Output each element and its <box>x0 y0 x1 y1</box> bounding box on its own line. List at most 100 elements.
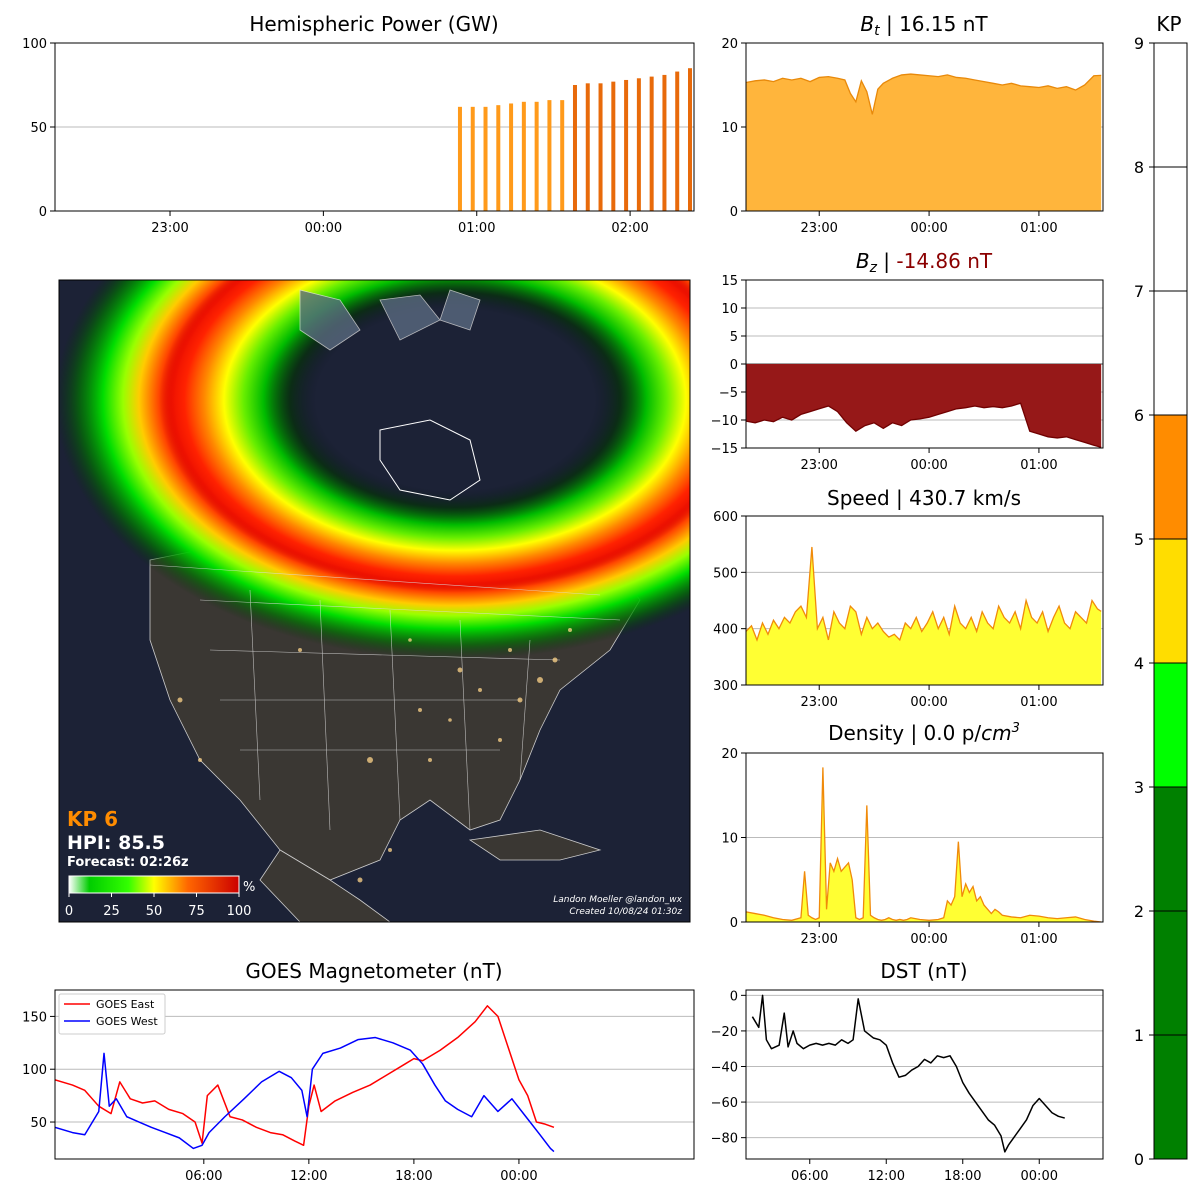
y-tick-label: 400 <box>713 623 738 638</box>
speed-frame <box>745 515 1104 686</box>
density-title-exponent: 3 <box>1012 721 1020 736</box>
y-tick-label: 15 <box>721 274 738 289</box>
kp-band <box>1154 787 1187 1159</box>
y-tick-label: 50 <box>30 121 47 136</box>
sp-area-fill <box>746 546 1102 685</box>
x-tick-label: 00:00 <box>910 932 947 947</box>
hp-bar <box>675 71 680 211</box>
colorbar-tick-label: 100 <box>227 904 252 919</box>
go-series-line-0 <box>55 1005 555 1147</box>
kp-tick-label: 2 <box>1134 902 1144 921</box>
hemispheric-power-panel: Hemispheric Power (GW) 0 50 100 23:00 00:00… <box>22 12 695 236</box>
hp-bar <box>688 68 692 211</box>
x-tick-label: 06:00 <box>791 1169 828 1184</box>
density-x-ticks: 23:00 00:00 01:00 <box>800 922 1058 947</box>
kp-tick-label: 4 <box>1134 654 1144 673</box>
map-frame <box>58 279 691 923</box>
kp-tick-label: 5 <box>1134 530 1144 549</box>
hemispheric-power-y-ticks: 0 50 100 <box>22 37 55 220</box>
goes-frame <box>54 989 695 1160</box>
x-tick-label: 00:00 <box>910 695 947 710</box>
aurora-map: KP 6 HPI: 85.5 Forecast: 02:26z % 0 25 50 7… <box>58 279 691 923</box>
bt-title-value: | 16.15 nT <box>880 12 989 36</box>
y-tick-label: 0 <box>730 989 738 1004</box>
bz-y-ticks: −15 −10 −5 0 5 10 15 <box>711 274 746 457</box>
dst-grid <box>746 994 1103 1139</box>
y-tick-label: 0 <box>730 205 738 220</box>
hp-bar <box>585 83 590 211</box>
dst-panel: DST (nT) 0 −20 −40 −60 −80 06:00 12:00 18:00 00… <box>711 959 1104 1184</box>
speed-series <box>746 546 1102 685</box>
x-tick-label: 01:00 <box>1020 695 1057 710</box>
hp-bar <box>483 106 488 211</box>
hp-bar <box>611 81 616 211</box>
y-tick-label: 600 <box>713 510 738 525</box>
goes-legend-east-label: GOES East <box>96 998 155 1011</box>
hp-bar <box>572 85 577 211</box>
kp-tick-label: 6 <box>1134 406 1144 425</box>
hp-bar <box>521 101 526 211</box>
sp-line <box>746 546 1102 642</box>
hp-bar <box>636 78 641 211</box>
kp-tick-label: 1 <box>1134 1026 1144 1045</box>
bt-x-ticks: 23:00 00:00 01:00 <box>800 211 1058 236</box>
dn-area-fill <box>746 767 1102 922</box>
bt-title: Bt | 16.15 nT <box>860 12 988 39</box>
density-y-ticks: 0 10 20 <box>721 747 746 931</box>
kp-band <box>1154 663 1187 787</box>
map-kp-label: KP 6 <box>67 807 118 831</box>
dst-series <box>751 994 1065 1153</box>
bt-line <box>746 73 1102 115</box>
bt-area-fill <box>746 74 1102 211</box>
bt-title-subscript: t <box>874 23 880 39</box>
hemispheric-power-x-ticks: 23:00 00:00 01:00 02:00 <box>151 211 649 236</box>
y-tick-label: 0 <box>39 205 47 220</box>
dst-y-ticks: 0 −20 −40 −60 −80 <box>711 989 746 1147</box>
map-hpi-label: HPI: 85.5 <box>67 832 165 854</box>
map-arctic-islands <box>299 289 481 351</box>
goes-x-ticks: 06:00 12:00 18:00 00:00 <box>185 1159 538 1184</box>
kp-scale-bands <box>1154 43 1187 1159</box>
kp-tick-label: 9 <box>1134 34 1144 53</box>
density-series <box>746 767 1102 922</box>
y-tick-label: −80 <box>711 1132 738 1147</box>
x-tick-label: 00:00 <box>305 221 342 236</box>
x-tick-label: 00:00 <box>1021 1169 1058 1184</box>
y-tick-label: −10 <box>711 414 738 429</box>
bz-series <box>746 364 1102 448</box>
ds-series-line-0 <box>751 994 1065 1153</box>
hemispheric-power-bars <box>457 68 692 211</box>
go-series-line-1 <box>55 1036 555 1153</box>
bz-panel: Bz | -14.86 nT −15 −10 −5 0 5 10 15 23:00 00:00… <box>711 249 1104 473</box>
bz-title-subscript: z <box>869 260 878 276</box>
y-tick-label: −60 <box>711 1096 738 1111</box>
dst-frame <box>745 989 1104 1160</box>
kp-band <box>1154 415 1187 539</box>
map-colorbar-ticks: 0 25 50 75 100 <box>65 893 252 919</box>
hemispheric-power-title: Hemispheric Power (GW) <box>249 12 498 36</box>
dn-line <box>746 767 1102 922</box>
goes-panel: GOES Magnetometer (nT) 50 100 150 06:00 12:… <box>22 959 695 1184</box>
kp-scale-panel: KP 0 1 2 3 4 5 6 7 8 9 <box>1134 12 1188 1169</box>
x-tick-label: 00:00 <box>910 458 947 473</box>
y-tick-label: −5 <box>719 386 738 401</box>
dst-x-ticks: 06:00 12:00 18:00 00:00 <box>791 1159 1058 1184</box>
speed-y-ticks: 300 400 500 600 <box>713 510 746 694</box>
x-tick-label: 18:00 <box>395 1169 432 1184</box>
x-tick-label: 00:00 <box>910 221 947 236</box>
colorbar-tick-label: 0 <box>65 904 73 919</box>
map-borders <box>149 564 621 831</box>
y-tick-label: 0 <box>730 358 738 373</box>
x-tick-label: 23:00 <box>800 695 837 710</box>
hp-bar <box>509 103 514 211</box>
y-tick-label: −20 <box>711 1025 738 1040</box>
x-tick-label: 02:00 <box>611 221 648 236</box>
x-tick-label: 23:00 <box>800 221 837 236</box>
hp-bar <box>598 83 603 211</box>
speed-title: Speed | 430.7 km/s <box>827 486 1021 510</box>
bt-panel: Bt | 16.15 nT 0 10 20 23:00 00:00 01:00 <box>721 12 1104 236</box>
map-forecast-label: Forecast: 02:26z <box>67 855 189 870</box>
hp-bar <box>547 100 552 211</box>
goes-y-ticks: 50 100 150 <box>22 1010 55 1131</box>
map-land-cuba <box>468 829 602 861</box>
